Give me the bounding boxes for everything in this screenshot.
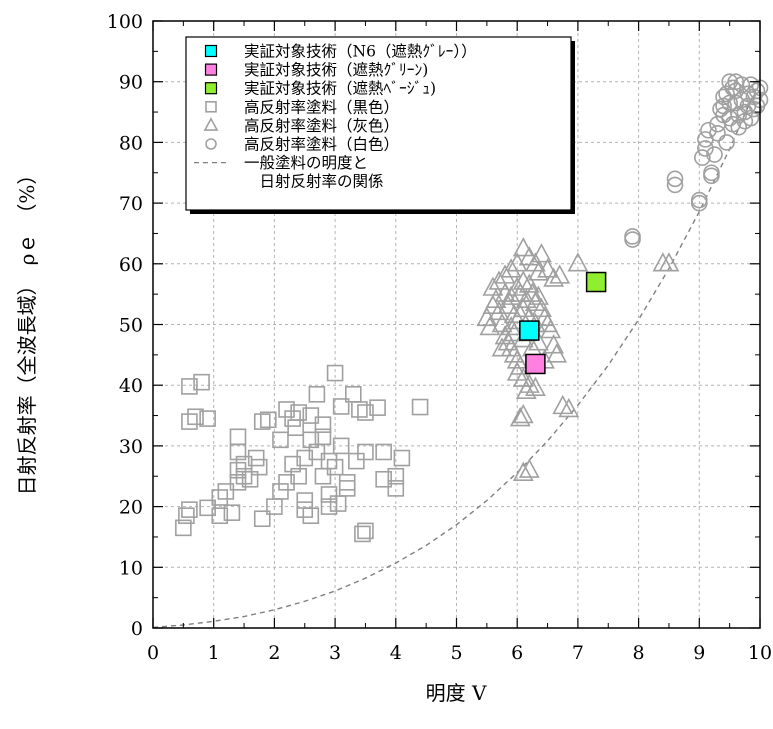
data-point [490,302,508,319]
data-point [273,484,288,499]
y-tick-label: 40 [119,375,143,397]
data-point [273,432,288,447]
data-point [394,451,409,466]
data-point [328,366,343,381]
data-point [340,481,355,496]
data-point [303,508,318,523]
y-tick-label: 80 [119,132,143,154]
legend-swatch [206,64,217,75]
data-point [230,429,245,444]
y-tick-label: 50 [119,315,143,337]
data-point [340,475,355,490]
x-tick-label: 7 [572,642,584,664]
x-tick-label: 9 [693,642,705,664]
x-tick-label: 6 [511,642,523,664]
data-point [496,266,514,283]
x-tick-label: 1 [208,642,220,664]
data-point-highlight [526,354,545,373]
data-point [297,502,312,517]
data-point-highlight [520,321,539,340]
data-point-highlight [587,273,606,292]
data-point [349,454,364,469]
legend-entry-label: 一般塗料の明度と [244,153,368,172]
x-tick-label: 0 [147,642,159,664]
legend-entry-label: 高反射率塗料（灰色） [244,116,399,135]
legend: 実証対象技術（N6（遮熱ｸﾞﾚｰ））実証対象技術（遮熱ｸﾞﾘｰﾝ)実証対象技術（… [186,37,575,214]
legend-entry-label: 実証対象技術（遮熱ﾍﾞｰｼﾞｭ) [244,80,436,98]
x-tick-label: 4 [390,642,402,664]
legend-entry-label: 実証対象技術（N6（遮熱ｸﾞﾚｰ）） [244,43,477,61]
y-tick-label: 70 [119,193,143,215]
data-point [182,414,197,429]
x-tick-label: 3 [329,642,341,664]
x-tick-label: 2 [268,642,280,664]
data-point [358,444,373,459]
x-axis-label: 明度 V [426,681,487,705]
y-tick-label: 30 [119,436,143,458]
x-tick-label: 10 [748,642,772,664]
y-tick-label: 20 [119,497,143,519]
x-tick-label: 5 [450,642,462,664]
y-axis-label: 日射反射率（全波長域） ρｅ （%） [15,165,39,496]
data-point [376,444,391,459]
data-point [542,321,560,338]
legend-swatch [206,83,217,94]
y-tick-label: 0 [131,618,143,640]
data-point [309,387,324,402]
legend-entry-label: 日射反射率の関係 [244,173,384,191]
legend-entry-label: 高反射率塗料（黒色） [244,97,399,116]
data-point [297,493,312,508]
y-tick-label: 10 [119,557,143,579]
y-tick-label: 60 [119,254,143,276]
data-point [484,278,502,295]
y-tick-label: 90 [119,72,143,94]
legend-swatch [206,46,217,57]
data-point [710,126,725,141]
x-tick-label: 8 [633,642,645,664]
data-point [413,400,428,415]
y-tick-label: 100 [107,11,143,33]
data-point [493,339,511,356]
legend-entry-label: 実証対象技術（遮熱ｸﾞﾘｰﾝ) [244,61,428,79]
legend-entry-label: 高反射率塗料（白色） [244,135,399,154]
data-point [538,315,556,332]
